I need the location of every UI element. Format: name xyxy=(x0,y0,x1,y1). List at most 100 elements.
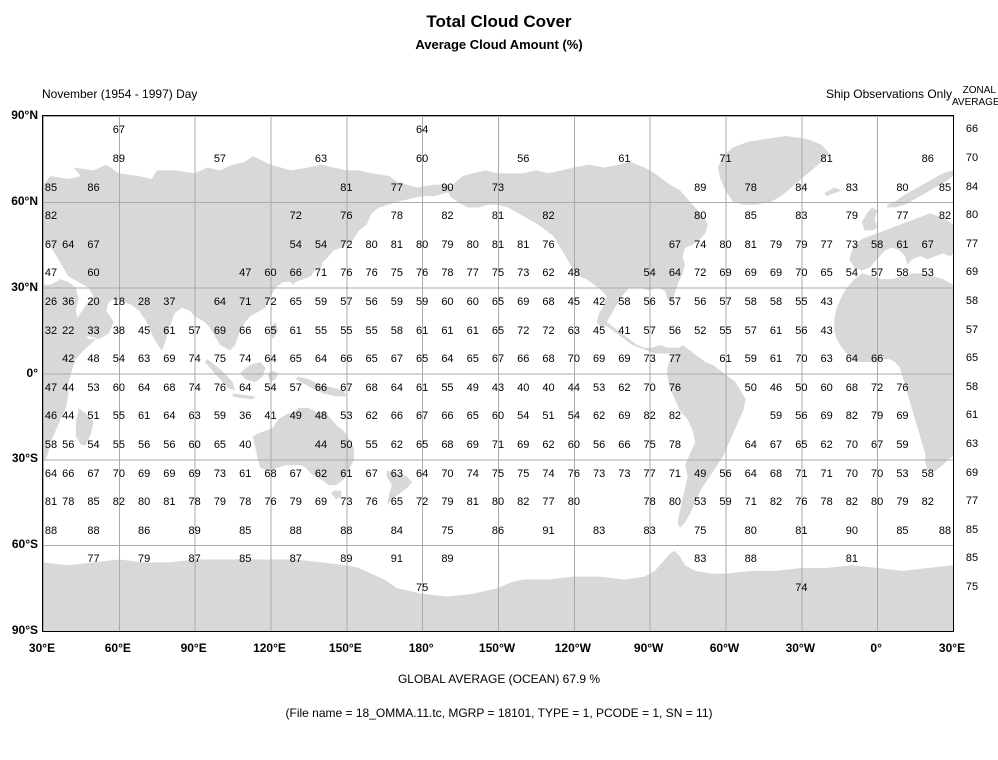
cell-value: 53 xyxy=(921,267,934,280)
cell-value: 65 xyxy=(820,267,833,280)
longitude-tick-label: 30°E xyxy=(938,641,966,655)
cell-value: 71 xyxy=(795,467,808,480)
cell-value: 81 xyxy=(466,496,479,509)
cell-value: 61 xyxy=(137,410,151,423)
zonal-average-value: 77 xyxy=(965,495,979,508)
cell-value: 53 xyxy=(694,496,707,509)
cell-value: 26 xyxy=(44,295,58,308)
zonal-average-value: 58 xyxy=(965,294,979,307)
cell-value: 57 xyxy=(871,267,884,280)
cell-value: 58 xyxy=(871,238,884,251)
cell-value: 79 xyxy=(845,210,858,223)
cell-value: 69 xyxy=(896,410,909,423)
cell-value: 57 xyxy=(719,295,732,308)
zonal-average-value: 57 xyxy=(965,323,979,336)
cell-value: 78 xyxy=(820,496,833,509)
longitude-tick-label: 150°W xyxy=(478,641,516,655)
cell-value: 83 xyxy=(643,524,656,537)
cell-value: 53 xyxy=(592,381,606,394)
cell-value: 79 xyxy=(871,410,884,423)
zonal-average-value: 69 xyxy=(965,266,979,279)
zonal-header-line1: ZONAL xyxy=(962,85,996,96)
cell-value: 89 xyxy=(340,553,353,566)
cell-value: 71 xyxy=(719,152,732,165)
cell-value: 55 xyxy=(340,324,353,337)
cell-value: 64 xyxy=(390,381,403,394)
cell-value: 73 xyxy=(340,496,353,509)
cell-value: 55 xyxy=(112,410,125,423)
cell-value: 56 xyxy=(517,152,530,165)
cell-value: 85 xyxy=(239,553,252,566)
cell-value: 83 xyxy=(795,210,808,223)
zonal-average-value: 58 xyxy=(965,380,979,393)
cell-value: 81 xyxy=(845,553,858,566)
cell-value: 79 xyxy=(441,496,454,509)
cell-value: 68 xyxy=(769,467,783,480)
cell-value: 69 xyxy=(820,410,833,423)
cell-value: 57 xyxy=(188,324,201,337)
zonal-average-value: 85 xyxy=(965,552,979,565)
cell-value: 40 xyxy=(239,439,252,452)
cell-value: 59 xyxy=(896,439,909,452)
cell-value: 78 xyxy=(62,496,75,509)
cell-value: 67 xyxy=(491,353,505,366)
cell-value: 73 xyxy=(491,181,505,194)
cell-value: 67 xyxy=(416,410,429,423)
cell-value: 58 xyxy=(744,295,757,308)
cell-value: 57 xyxy=(213,152,227,165)
cell-value: 89 xyxy=(694,181,707,194)
longitude-tick-label: 180° xyxy=(408,641,434,655)
cell-value: 64 xyxy=(213,295,227,308)
cell-value: 82 xyxy=(542,210,555,223)
cell-value: 77 xyxy=(820,238,833,251)
cell-value: 65 xyxy=(365,353,378,366)
cell-value: 85 xyxy=(87,496,100,509)
cell-value: 80 xyxy=(491,496,505,509)
cell-value: 65 xyxy=(795,439,808,452)
cell-value: 54 xyxy=(112,353,125,366)
cell-value: 65 xyxy=(416,353,429,366)
cell-value: 22 xyxy=(62,324,75,337)
cell-value: 80 xyxy=(719,238,732,251)
cell-value: 56 xyxy=(592,439,606,452)
cell-value: 55 xyxy=(365,324,378,337)
cell-value: 91 xyxy=(390,553,403,566)
cell-value: 79 xyxy=(441,238,454,251)
cell-value: 71 xyxy=(491,439,505,452)
cell-value: 45 xyxy=(567,295,580,308)
cell-value: 65 xyxy=(416,439,429,452)
cell-value: 68 xyxy=(441,439,454,452)
cell-value: 77 xyxy=(87,553,100,566)
cell-value: 28 xyxy=(137,295,151,308)
cell-value: 64 xyxy=(845,353,858,366)
cell-value: 73 xyxy=(517,267,530,280)
cell-value: 48 xyxy=(567,267,580,280)
cell-value: 70 xyxy=(441,467,454,480)
cell-value: 68 xyxy=(542,295,555,308)
cell-value: 59 xyxy=(769,410,783,423)
cell-value: 76 xyxy=(795,496,808,509)
cell-value: 72 xyxy=(289,210,302,223)
cell-value: 76 xyxy=(340,210,353,223)
cell-value: 74 xyxy=(188,381,201,394)
cell-value: 63 xyxy=(567,324,580,337)
cell-value: 66 xyxy=(239,324,252,337)
cell-value: 58 xyxy=(44,439,58,452)
cell-value: 77 xyxy=(643,467,656,480)
cell-value: 53 xyxy=(896,467,909,480)
cell-value: 54 xyxy=(87,439,100,452)
cell-value: 79 xyxy=(213,496,227,509)
cell-value: 82 xyxy=(845,410,858,423)
longitude-axis: 30°E 60°E 90°E 120°E 150°E 180° 150°W 120°W 90°W… xyxy=(29,641,965,657)
cell-value: 58 xyxy=(618,295,631,308)
cell-value: 49 xyxy=(466,381,479,394)
cell-value: 64 xyxy=(44,467,58,480)
zonal-average-value: 61 xyxy=(965,409,979,422)
cell-value: 69 xyxy=(137,467,151,480)
cell-value: 59 xyxy=(744,353,757,366)
cell-value: 77 xyxy=(466,267,479,280)
cell-value: 85 xyxy=(744,210,757,223)
cell-value: 62 xyxy=(542,267,555,280)
cell-value: 85 xyxy=(239,524,252,537)
cell-value: 67 xyxy=(87,238,100,251)
